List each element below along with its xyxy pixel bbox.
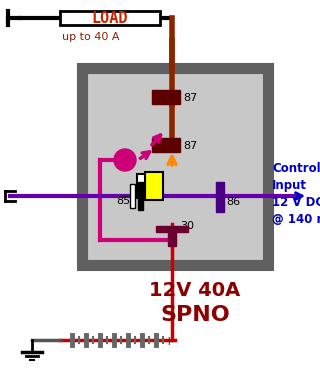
Text: 85: 85 (116, 196, 130, 206)
Bar (152, 138, 180, 152)
Circle shape (114, 149, 136, 171)
Text: up to 40 A: up to 40 A (62, 32, 119, 42)
Bar (130, 184, 135, 208)
Bar (152, 90, 180, 104)
Text: Control
Input
12 V DC +
@ 140 mA: Control Input 12 V DC + @ 140 mA (272, 162, 320, 226)
Text: LOAD: LOAD (92, 11, 128, 26)
Bar (138, 182, 143, 210)
Text: SPNO: SPNO (160, 305, 230, 325)
Text: +: + (164, 335, 174, 348)
Text: 30: 30 (180, 221, 194, 231)
Text: 12V 40A: 12V 40A (149, 280, 241, 299)
Bar (156, 226, 188, 232)
Bar (168, 228, 176, 246)
Bar (216, 182, 224, 212)
Text: 87: 87 (183, 93, 197, 103)
Bar (82, 68, 268, 265)
Bar (60, 11, 160, 25)
Text: -: - (64, 335, 68, 348)
Bar (137, 174, 145, 198)
Text: 87: 87 (183, 141, 197, 151)
Bar (145, 172, 163, 200)
Text: 86: 86 (226, 197, 240, 207)
